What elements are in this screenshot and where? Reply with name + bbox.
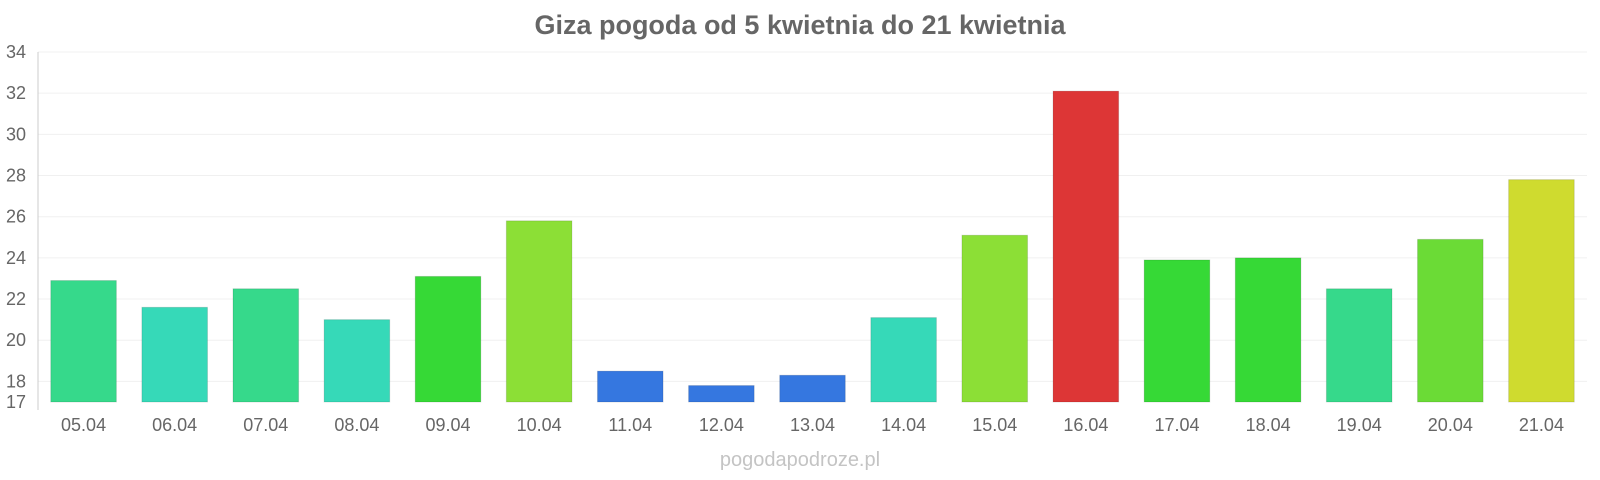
bar-16.04[interactable] [1052, 90, 1120, 403]
x-tick-label: 17.04 [1154, 415, 1199, 435]
bar-17.04[interactable] [1143, 259, 1211, 403]
y-tick-label: 20 [6, 330, 26, 350]
bar-08.04[interactable] [323, 319, 391, 403]
bar-19.04[interactable] [1325, 288, 1393, 403]
x-tick-label: 12.04 [699, 415, 744, 435]
y-tick-label: 32 [6, 83, 26, 103]
bar-15.04[interactable] [961, 234, 1029, 403]
y-tick-label: 30 [6, 124, 26, 144]
x-tick-label: 16.04 [1063, 415, 1108, 435]
x-tick-label: 09.04 [426, 415, 471, 435]
bar-05.04[interactable] [50, 280, 117, 403]
x-tick-label: 08.04 [334, 415, 379, 435]
x-tick-label: 11.04 [608, 415, 652, 435]
y-tick-label: 18 [6, 371, 26, 391]
bar-10.04[interactable] [505, 220, 573, 403]
bar-21.04[interactable] [1508, 179, 1575, 403]
bar-20.04[interactable] [1417, 238, 1484, 403]
x-tick-label: 19.04 [1337, 415, 1382, 435]
x-tick-label: 06.04 [152, 415, 197, 435]
x-tick-label: 07.04 [243, 415, 288, 435]
x-tick-label: 21.04 [1519, 415, 1564, 435]
x-tick-label: 15.04 [972, 415, 1017, 435]
bar-14.04[interactable] [870, 317, 937, 403]
bar-07.04[interactable] [232, 288, 300, 403]
bar-11.04[interactable] [596, 370, 664, 403]
bar-09.04[interactable] [414, 275, 482, 403]
bar-13.04[interactable] [779, 374, 846, 403]
x-tick-label: 10.04 [517, 415, 562, 435]
x-tick-label: 14.04 [881, 415, 926, 435]
y-tick-label: 22 [6, 289, 26, 309]
chart-title: Giza pogoda od 5 kwietnia do 21 kwietnia [534, 10, 1066, 40]
watermark: pogodapodroze.pl [719, 449, 881, 471]
y-tick-label: 28 [6, 166, 26, 186]
x-tick-label: 13.04 [790, 415, 835, 435]
x-tick-label: 05.04 [61, 415, 106, 435]
bar-18.04[interactable] [1234, 257, 1302, 403]
y-tick-label: 26 [6, 207, 26, 227]
x-tick-label: 18.04 [1246, 415, 1291, 435]
y-tick-label: 17 [6, 392, 26, 412]
y-tick-label: 24 [6, 248, 26, 268]
x-tick-label: 20.04 [1428, 415, 1473, 435]
y-tick-label: 34 [6, 42, 26, 62]
bar-12.04[interactable] [688, 385, 755, 403]
bar-06.04[interactable] [141, 306, 208, 403]
